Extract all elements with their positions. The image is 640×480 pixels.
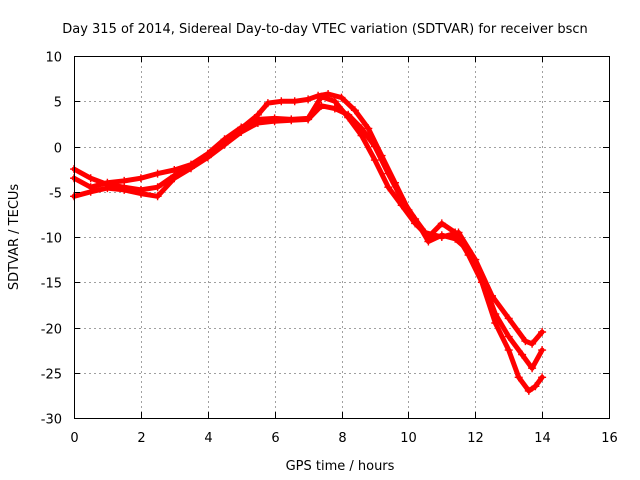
data-point bbox=[103, 178, 112, 187]
x-tick-label: 0 bbox=[70, 431, 78, 446]
series-track-a bbox=[70, 90, 547, 348]
data-point bbox=[330, 104, 339, 113]
data-point bbox=[153, 169, 162, 178]
data-point bbox=[153, 192, 162, 201]
data-point bbox=[518, 350, 527, 359]
data-point bbox=[350, 106, 359, 115]
data-point bbox=[337, 93, 346, 102]
y-tick-label: 5 bbox=[54, 96, 62, 111]
x-tick-label: 6 bbox=[271, 431, 279, 446]
data-point bbox=[136, 174, 145, 183]
y-tick-label: 0 bbox=[54, 142, 62, 157]
data-point bbox=[437, 219, 446, 228]
chart-title: Day 315 of 2014, Sidereal Day-to-day VTE… bbox=[62, 22, 588, 37]
y-axis-title: SDTVAR / TECUs bbox=[7, 184, 22, 291]
x-tick-label: 16 bbox=[601, 431, 618, 446]
data-point bbox=[451, 228, 460, 237]
data-point bbox=[220, 135, 229, 144]
data-point bbox=[290, 97, 299, 106]
x-tick-label: 4 bbox=[204, 431, 212, 446]
data-point bbox=[120, 176, 129, 185]
y-tick-label: 10 bbox=[45, 51, 62, 66]
data-point bbox=[86, 174, 95, 183]
data-point bbox=[514, 373, 523, 382]
y-axis-tick-labels: 10 5 0 -5 -10 -15 -20 -25 -30 bbox=[41, 51, 62, 428]
data-point bbox=[136, 189, 145, 198]
y-tick-label: -5 bbox=[49, 187, 62, 202]
data-point bbox=[370, 156, 379, 165]
series-trace bbox=[71, 94, 545, 394]
data-point bbox=[411, 219, 420, 228]
data-point bbox=[370, 142, 379, 151]
data-point bbox=[528, 364, 537, 373]
data-point bbox=[317, 92, 326, 101]
data-point bbox=[237, 123, 246, 132]
data-point bbox=[384, 169, 393, 178]
series-trace bbox=[71, 91, 545, 347]
data-point bbox=[287, 115, 296, 124]
data-point bbox=[424, 233, 433, 241]
data-point bbox=[277, 97, 286, 106]
data-point bbox=[384, 183, 393, 192]
axis-ticks bbox=[74, 56, 610, 419]
y-tick-label: -20 bbox=[41, 323, 62, 338]
data-point bbox=[437, 231, 446, 240]
data-point bbox=[170, 166, 179, 174]
data-point bbox=[504, 332, 513, 341]
data-point bbox=[253, 115, 262, 124]
data-point bbox=[464, 251, 473, 260]
data-point bbox=[304, 114, 313, 123]
data-point bbox=[504, 346, 513, 355]
data-point bbox=[263, 99, 272, 108]
data-point bbox=[203, 149, 212, 158]
data-point bbox=[86, 183, 95, 192]
data-point bbox=[528, 339, 537, 348]
data-point bbox=[538, 346, 547, 355]
data-point bbox=[477, 278, 486, 287]
series-track-c bbox=[70, 92, 547, 395]
data-point bbox=[357, 131, 366, 140]
data-point bbox=[330, 97, 339, 106]
x-tick-label: 8 bbox=[338, 431, 346, 446]
data-point bbox=[504, 314, 513, 323]
series-layer bbox=[70, 90, 547, 395]
y-tick-label: -10 bbox=[41, 232, 62, 247]
y-tick-label: -15 bbox=[41, 277, 62, 292]
data-point bbox=[304, 95, 313, 104]
y-tick-label: -30 bbox=[41, 413, 62, 428]
data-point bbox=[538, 373, 547, 382]
data-point bbox=[524, 386, 533, 395]
x-axis-title: GPS time / hours bbox=[286, 459, 395, 474]
x-tick-label: 10 bbox=[400, 431, 417, 446]
y-tick-label: -25 bbox=[41, 368, 62, 383]
data-point bbox=[344, 113, 353, 122]
data-point bbox=[187, 160, 195, 169]
data-point bbox=[531, 382, 540, 391]
x-tick-label: 2 bbox=[137, 431, 145, 446]
data-point bbox=[397, 201, 406, 210]
data-point bbox=[491, 319, 500, 327]
data-point bbox=[153, 183, 162, 192]
data-point bbox=[270, 114, 279, 123]
data-point bbox=[521, 337, 530, 346]
x-axis-tick-labels: 0 2 4 6 8 10 12 14 16 bbox=[70, 431, 617, 446]
data-point bbox=[120, 185, 129, 194]
x-tick-label: 14 bbox=[534, 431, 551, 446]
data-point bbox=[538, 328, 547, 336]
data-point bbox=[364, 124, 373, 133]
x-tick-label: 12 bbox=[467, 431, 484, 446]
data-point bbox=[170, 174, 179, 183]
